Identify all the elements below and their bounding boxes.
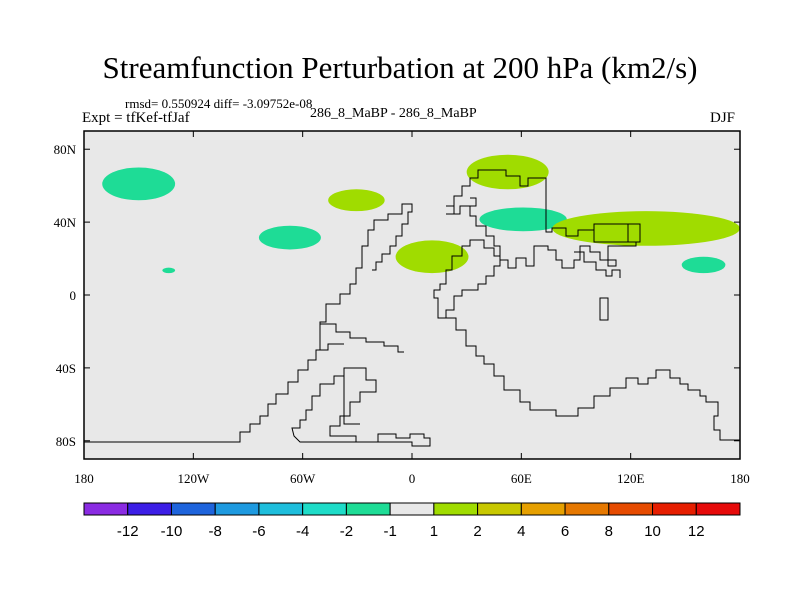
field-region xyxy=(466,154,549,190)
colorbar-label: 12 xyxy=(688,523,705,540)
y-axis-ticks: 80N 40N 0 40S 80S xyxy=(54,142,740,449)
x-tick-label: 180 xyxy=(730,471,750,486)
y-tick-label: 40N xyxy=(54,215,77,230)
colorbar-swatch xyxy=(83,502,129,516)
field-region xyxy=(552,211,741,246)
south-america-coastline xyxy=(291,367,431,447)
colorbar-swatch xyxy=(302,502,347,516)
colorbar-label: 4 xyxy=(517,523,525,540)
x-tick-label: 60E xyxy=(511,471,532,486)
map-background xyxy=(84,131,740,459)
eurasia-coastline xyxy=(453,169,637,269)
colorbar-label: -2 xyxy=(340,523,353,540)
americas-coastline xyxy=(84,203,413,443)
case-label: 286_8_MaBP - 286_8_MaBP xyxy=(310,106,477,121)
y-tick-label: 80N xyxy=(54,142,77,157)
colorbar-label: 2 xyxy=(473,523,481,540)
x-axis-ticks: 180 120W 60W 0 60E 120E 180 xyxy=(74,131,750,486)
y-tick-label: 80S xyxy=(56,434,76,449)
india-coastline xyxy=(574,251,621,278)
antarctica-coastline xyxy=(444,317,740,441)
colorbar-swatch xyxy=(695,502,741,516)
colorbar-label: -6 xyxy=(252,523,265,540)
x-tick-label: 180 xyxy=(74,471,94,486)
x-tick-label: 120E xyxy=(617,471,645,486)
colorbar-label: 8 xyxy=(605,523,613,540)
colorbar-swatch xyxy=(258,502,304,516)
field-region xyxy=(162,267,176,274)
colorbar-swatch xyxy=(477,502,522,516)
colorbar-label: -10 xyxy=(161,523,183,540)
colorbar-label: -8 xyxy=(209,523,222,540)
colorbar-swatch xyxy=(433,502,479,516)
x-tick-label: 60W xyxy=(290,471,316,486)
colorbar-labels: -12 -10 -8 -6 -4 -2 -1 1 2 4 6 8 10 12 xyxy=(117,523,705,540)
colorbar-swatch xyxy=(345,502,391,516)
field-region xyxy=(395,240,469,274)
experiment-label: Expt = tfKef-tfJaf xyxy=(82,110,190,126)
field-region xyxy=(328,189,385,212)
season-label: DJF xyxy=(710,110,736,126)
colorbar-label: -12 xyxy=(117,523,139,540)
colorbar-label: -1 xyxy=(383,523,396,540)
y-tick-label: 0 xyxy=(70,288,77,303)
colorbar-label: 1 xyxy=(430,523,438,540)
colorbar-swatch xyxy=(389,502,435,516)
field-region xyxy=(258,225,321,250)
arabia-coastline xyxy=(446,197,477,215)
colorbar-label: -4 xyxy=(296,523,309,540)
coastlines xyxy=(84,169,740,447)
central-america-coastline xyxy=(320,323,404,353)
colorbar-swatch xyxy=(520,502,566,516)
field-region xyxy=(102,167,176,201)
rmsd-diff-stats: rmsd= 0.550924 diff= -3.09752e-08 xyxy=(125,96,313,111)
ssa-interior-coastline xyxy=(343,376,360,425)
africa-coastline xyxy=(433,239,501,319)
colorbar-label: 6 xyxy=(561,523,569,540)
x-tick-label: 0 xyxy=(409,471,416,486)
colorbar-swatch xyxy=(170,502,216,516)
colorbar-label: 10 xyxy=(644,523,661,540)
colorbar-swatch xyxy=(127,502,172,516)
colorbar-swatch xyxy=(564,502,610,516)
colorbar-swatch xyxy=(608,502,654,516)
colorbar xyxy=(83,502,741,516)
field-region xyxy=(681,256,726,274)
indonesia-coastline xyxy=(599,297,609,321)
chart-title: Streamfunction Perturbation at 200 hPa (… xyxy=(102,50,698,85)
y-tick-label: 40S xyxy=(56,361,76,376)
tibet-box xyxy=(593,223,641,243)
x-tick-label: 120W xyxy=(177,471,210,486)
field-region xyxy=(479,207,567,232)
colorbar-swatch xyxy=(652,502,697,516)
colorbar-swatch xyxy=(214,502,260,516)
